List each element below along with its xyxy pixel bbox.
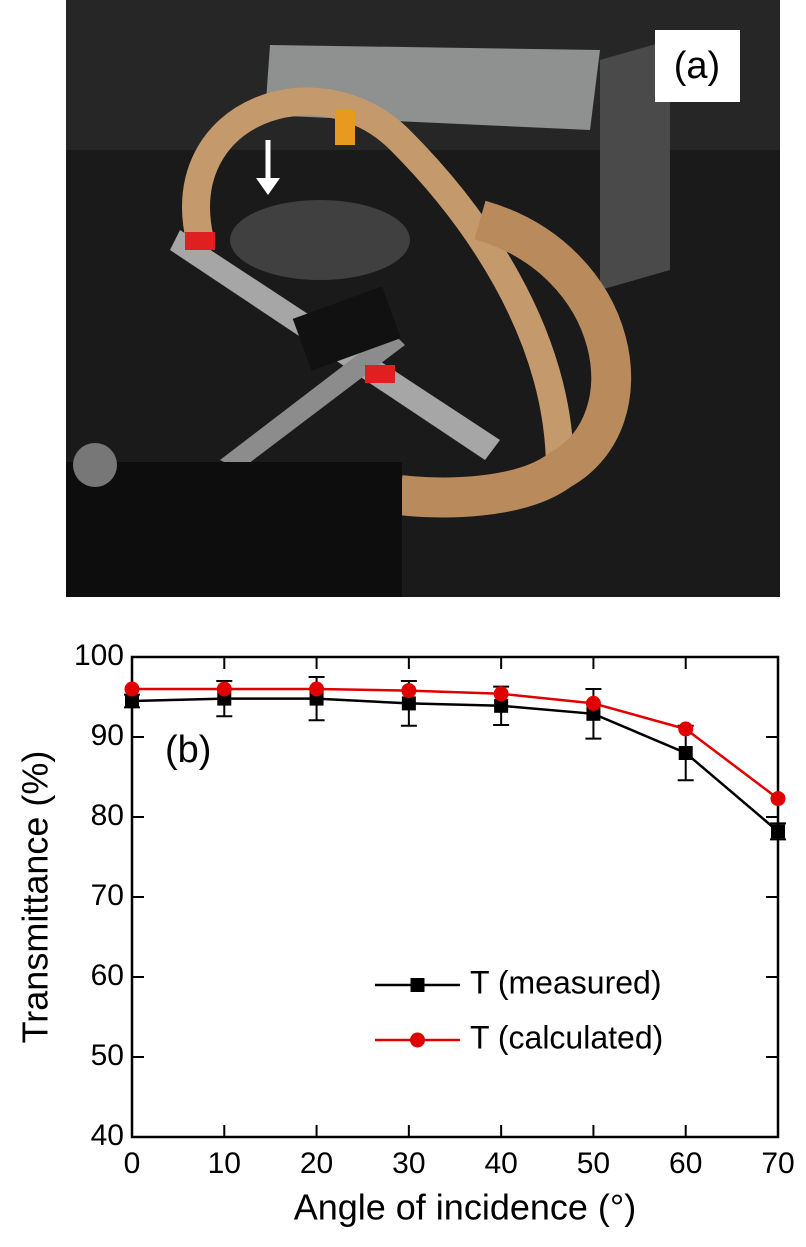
data-point [771,824,785,839]
annotation: (b) [165,729,211,771]
x-tick-label: 20 [300,1147,333,1180]
x-tick-label: 0 [124,1147,141,1180]
y-tick-label: 60 [91,959,124,992]
x-tick-label: 50 [577,1147,610,1180]
legend-marker [410,978,425,992]
data-point [216,681,232,697]
x-tick-label: 70 [761,1147,794,1180]
y-tick-label: 100 [74,639,124,672]
panel-label: (a) [674,45,720,87]
y-tick-label: 40 [91,1119,124,1152]
y-tick-label: 90 [91,719,124,752]
x-tick-label: 40 [484,1147,517,1180]
y-tick-label: 50 [91,1039,124,1072]
plot-frame [130,655,780,1139]
series-line [131,697,779,833]
legend-label: T (calculated) [470,1019,663,1055]
data-point [678,721,694,737]
x-axis-title: Angle of incidence (°) [294,1187,637,1228]
x-tick-label: 30 [392,1147,425,1180]
data-point [124,681,140,697]
x-tick-label: 10 [208,1147,241,1180]
data-point [494,698,509,713]
data-point [585,695,601,711]
series-line [132,687,779,800]
chart: 40 50 60 70 80 90 100 0 10 20 30 40 50 60 70 Angle of i… [15,639,795,1228]
data-point [125,694,139,708]
data-point [678,746,693,760]
data-point [586,706,601,721]
x-tick-label: 60 [669,1147,702,1180]
data-point [493,686,509,702]
data-point [401,696,416,711]
y-tick-label: 80 [91,799,124,832]
data-point [401,683,417,699]
data-point [770,791,786,807]
legend-label: T (measured) [470,964,661,1000]
legend-marker [410,1032,425,1048]
y-axis-title: Transmittance (%) [15,751,56,1044]
y-tick-label: 70 [91,879,124,912]
data-point [309,681,325,697]
photo: (a) [66,0,780,597]
